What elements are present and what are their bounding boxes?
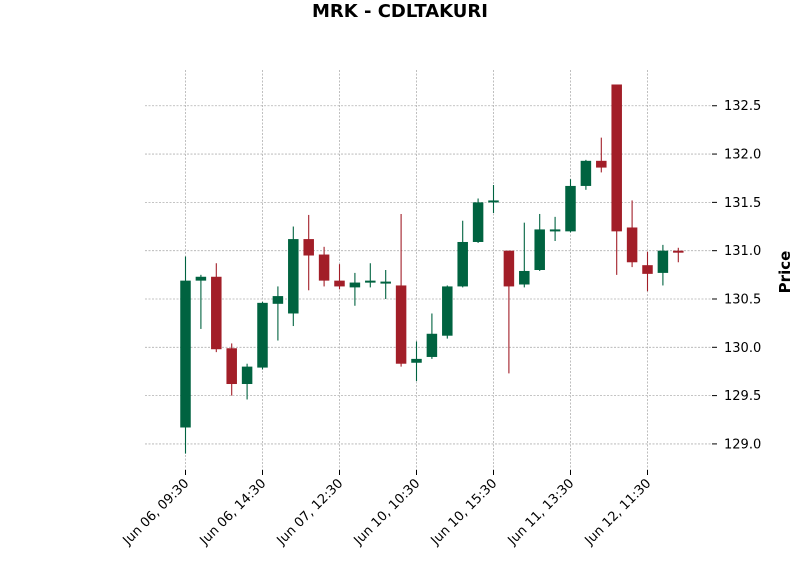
candle <box>226 343 237 396</box>
candle <box>257 301 268 370</box>
x-tick-label: Jun 10, 10:30 <box>351 476 424 549</box>
candle-body <box>673 250 684 253</box>
candle <box>380 270 391 299</box>
candle <box>580 159 592 190</box>
candle <box>395 213 407 367</box>
candle-body <box>611 84 622 232</box>
candle-body <box>334 280 345 287</box>
candle <box>426 313 438 359</box>
candle-body <box>534 229 545 270</box>
candle <box>626 200 638 268</box>
x-tick-label: Jun 12, 11:30 <box>582 476 655 549</box>
candle-body <box>565 185 576 232</box>
x-tick-label: Jun 10, 15:30 <box>428 476 501 549</box>
candle <box>534 213 545 271</box>
candle <box>519 222 530 288</box>
candle-body <box>395 285 407 364</box>
candle-body <box>226 348 237 385</box>
candle-body <box>503 250 515 287</box>
candle-body <box>426 333 438 357</box>
candle <box>549 216 561 242</box>
candle <box>288 226 299 327</box>
candle <box>503 250 515 374</box>
candle <box>565 179 576 233</box>
candle <box>334 264 345 290</box>
y-tick-label: 132.0 <box>724 148 761 163</box>
y-tick-label: 130.5 <box>724 292 761 307</box>
candle <box>318 246 330 287</box>
y-tick-label: 131.0 <box>724 244 761 259</box>
candle-body <box>318 254 330 281</box>
candle <box>303 214 314 291</box>
candle-body <box>195 276 207 281</box>
x-tick-label: Jun 06, 09:30 <box>120 476 193 549</box>
grid-layer <box>145 70 712 470</box>
candle-body <box>241 366 253 385</box>
candle-body <box>257 302 268 368</box>
candle-body <box>580 160 592 186</box>
y-tick-label: 131.5 <box>724 196 761 211</box>
x-tick-label: Jun 07, 12:30 <box>274 476 347 549</box>
candle <box>349 272 361 306</box>
candle <box>488 184 499 213</box>
candle-body <box>180 280 191 428</box>
candle <box>611 84 622 275</box>
candle <box>241 363 253 400</box>
candle-body <box>549 229 561 232</box>
candle-body <box>365 280 376 283</box>
candle <box>673 247 684 263</box>
candle-body <box>380 281 391 284</box>
candle <box>472 198 484 243</box>
y-axis: 129.0 129.5 130.0 130.5 131.0 131.5 132.0 132.5 <box>712 99 761 452</box>
y-axis-label: Price <box>776 251 794 294</box>
candle <box>272 286 284 341</box>
candle-body <box>442 286 453 336</box>
y-tick-label: 130.0 <box>724 341 761 356</box>
candle <box>596 137 607 173</box>
candle <box>457 220 468 288</box>
candle-body <box>488 200 499 203</box>
candle-layer <box>180 84 684 454</box>
y-tick-label: 129.5 <box>724 389 761 404</box>
x-tick-label: Jun 11, 13:30 <box>505 476 578 549</box>
candle <box>657 244 669 286</box>
candle-body <box>457 241 468 287</box>
x-axis: Jun 06, 09:30 Jun 06, 14:30 Jun 07, 12:30 J… <box>120 470 655 549</box>
y-tick-label: 132.5 <box>724 99 761 114</box>
candle <box>195 274 207 329</box>
candle-body <box>657 250 669 273</box>
y-tick-label: 129.0 <box>724 437 761 452</box>
candle-body <box>472 202 484 242</box>
candle-body <box>519 270 530 285</box>
candle-body <box>211 276 222 350</box>
candle-body <box>642 265 653 274</box>
candle-body <box>626 227 638 263</box>
candle-body <box>272 296 284 304</box>
chart-title: MRK - CDLTAKURI <box>312 1 488 22</box>
candle <box>411 341 422 382</box>
candle <box>442 285 453 339</box>
candle <box>211 263 222 353</box>
x-tick-label: Jun 06, 14:30 <box>197 476 270 549</box>
candle-body <box>288 239 299 314</box>
candle-body <box>596 160 607 168</box>
candle-body <box>411 358 422 363</box>
candle-body <box>303 239 314 256</box>
candle-body <box>349 282 361 288</box>
candle <box>180 256 191 454</box>
candle <box>365 263 376 288</box>
candle <box>642 251 653 292</box>
